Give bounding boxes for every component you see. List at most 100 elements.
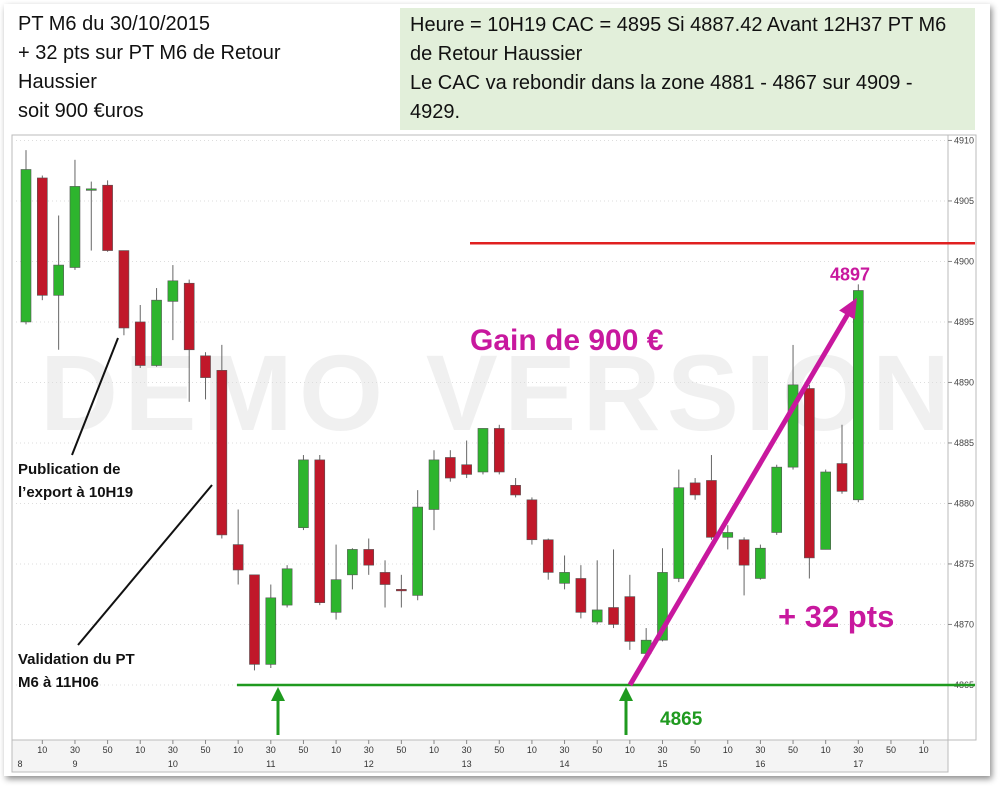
hour-label: 12 (364, 759, 374, 769)
candle-body (428, 459, 440, 510)
candle-body (673, 487, 685, 579)
x-tick-label: 10 (233, 745, 243, 755)
x-tick-label: 50 (886, 745, 896, 755)
candle-body (461, 464, 472, 475)
candle-body (493, 428, 505, 473)
header-line: + 32 pts sur PT M6 de Retour Haussier (18, 42, 281, 93)
candle-body (787, 384, 799, 468)
x-tick-label: 10 (723, 745, 733, 755)
note: Validation du PT M6 à 11H06 (18, 651, 135, 691)
header-line: PT M6 du 30/10/2015 (18, 13, 210, 35)
candle-body (265, 597, 277, 665)
hour-label: 16 (755, 759, 765, 769)
candle-body (20, 169, 32, 323)
candle-body (689, 482, 701, 496)
hour-label: 8 (17, 759, 22, 769)
gain-arrow-head (839, 297, 857, 320)
hour-label: 13 (462, 759, 472, 769)
x-axis-strip (11, 739, 949, 773)
y-tick-label: 4870 (954, 619, 974, 629)
candle-body (216, 370, 228, 536)
candle-body (298, 459, 309, 528)
candle-body (134, 321, 146, 366)
x-tick-label: 10 (821, 745, 831, 755)
note-pointer (77, 484, 213, 646)
candle-body (118, 250, 130, 329)
note: Publication de l’export à 10H19 (18, 461, 134, 501)
candle-body (183, 282, 195, 351)
y-tick-label: 4905 (954, 196, 974, 206)
candle-body (281, 568, 293, 606)
candle-body (853, 290, 864, 501)
info-line: Heure = 10H19 CAC = 4895 Si 4887.42 Avan… (410, 14, 947, 65)
candle-body (330, 579, 342, 613)
candle-body (608, 607, 619, 625)
hour-label: 9 (72, 759, 77, 769)
candle-body (624, 596, 636, 642)
x-tick-label: 30 (462, 745, 472, 755)
candle-body (738, 539, 750, 566)
y-tick-label: 4895 (954, 317, 974, 327)
candle-body (510, 484, 521, 496)
x-tick-label: 10 (919, 745, 929, 755)
candle-body (477, 428, 489, 473)
x-tick-label: 10 (37, 745, 47, 755)
note-pointer (71, 337, 119, 456)
candle-body (347, 549, 358, 576)
candle-body (249, 574, 260, 665)
hour-label: 14 (560, 759, 570, 769)
x-tick-label: 10 (135, 745, 145, 755)
x-tick-label: 30 (364, 745, 374, 755)
x-tick-label: 30 (853, 745, 863, 755)
candle-body (396, 589, 407, 592)
candle-body (200, 355, 211, 378)
candle-body (591, 609, 603, 623)
candle-body (575, 578, 587, 613)
hour-label: 15 (657, 759, 667, 769)
x-tick-label: 30 (266, 745, 276, 755)
gain-arrow (627, 307, 854, 687)
x-tick-label: 30 (70, 745, 80, 755)
y-tick-label: 4875 (954, 559, 974, 569)
candle-body (804, 388, 815, 559)
x-tick-label: 10 (429, 745, 439, 755)
candle-body (102, 184, 113, 251)
candle-body (363, 549, 375, 566)
candle-body (526, 499, 538, 541)
header-line: soit 900 €uros (18, 100, 144, 122)
candle-body (151, 299, 162, 366)
x-tick-label: 30 (560, 745, 570, 755)
candle-body (232, 544, 244, 571)
hour-label: 11 (266, 759, 275, 769)
candle-body (412, 506, 423, 596)
candle-body (379, 572, 391, 585)
y-tick-label: 4880 (954, 498, 974, 508)
candle-body (542, 539, 554, 573)
y-tick-label: 4900 (954, 256, 974, 266)
x-tick-label: 10 (625, 745, 635, 755)
y-tick-label: 4885 (954, 438, 974, 448)
candle-body (167, 280, 179, 302)
x-tick-label: 50 (494, 745, 504, 755)
x-tick-label: 50 (201, 745, 211, 755)
candle-body (85, 188, 97, 191)
y-tick-label: 4910 (954, 135, 974, 145)
y-tick-label: 4890 (954, 377, 974, 387)
x-tick-label: 30 (755, 745, 765, 755)
info-box: Heure = 10H19 CAC = 4895 Si 4887.42 Avan… (400, 8, 975, 130)
hour-label: 17 (853, 759, 863, 769)
y-axis-strip (947, 134, 977, 741)
candle-body (37, 177, 48, 296)
candle-body (771, 466, 783, 533)
hour-label: 10 (168, 759, 178, 769)
up-arrow-head (619, 686, 633, 701)
candle-body (69, 186, 81, 268)
x-tick-label: 10 (527, 745, 537, 755)
candle-body (445, 457, 456, 479)
candle-body (314, 459, 326, 603)
candle-body (722, 532, 734, 538)
header-box: PT M6 du 30/10/2015 + 32 pts sur PT M6 de… (18, 10, 358, 126)
candle-body (706, 480, 717, 538)
